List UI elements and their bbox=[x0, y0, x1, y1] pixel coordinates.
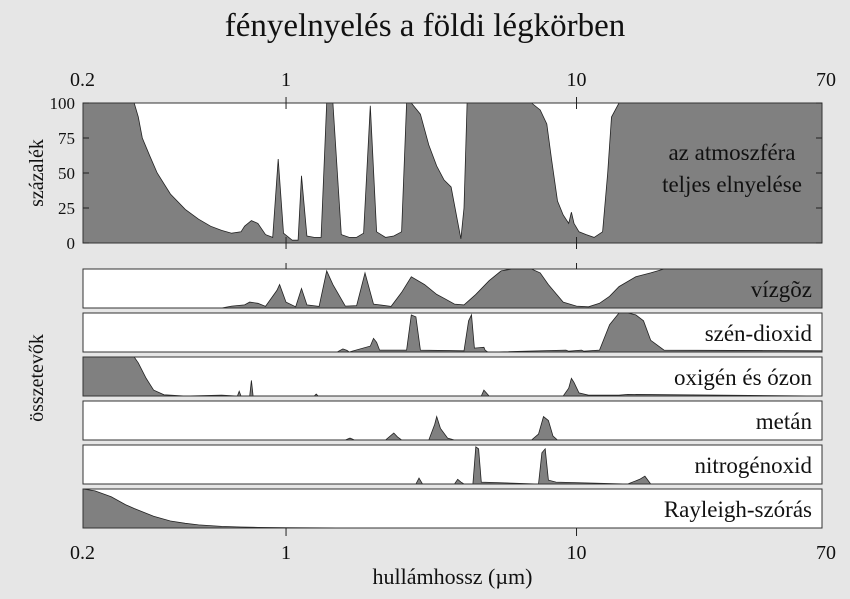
total-absorption-area bbox=[82, 102, 823, 244]
component-label: szén-dioxid bbox=[705, 321, 813, 346]
component-panel-frame bbox=[82, 444, 823, 485]
chart-title: fényelnyelés a földi légkörben bbox=[224, 8, 626, 44]
component-label: oxigén és ózon bbox=[674, 365, 812, 390]
x-tick-label-top: 70 bbox=[816, 69, 836, 91]
component-panel-frame bbox=[82, 488, 823, 529]
component-label: metán bbox=[756, 409, 813, 434]
component-label: vízgõz bbox=[751, 277, 812, 302]
y-axis-label: százalék bbox=[26, 139, 48, 207]
component-panel-bg bbox=[83, 357, 822, 396]
component-panel-frame bbox=[82, 400, 823, 441]
x-tick-label-bottom: 0.2 bbox=[70, 542, 95, 564]
x-tick-label-top: 1 bbox=[281, 69, 291, 91]
y-tick-label: 75 bbox=[58, 129, 75, 148]
top-panel-label: az atmoszféra bbox=[668, 140, 795, 165]
x-tick-label-bottom: 10 bbox=[567, 542, 587, 564]
component-panel-frame bbox=[82, 312, 823, 353]
x-tick-label-bottom: 1 bbox=[281, 542, 291, 564]
component-panel-frame bbox=[82, 356, 823, 397]
components-axis-label: összetevők bbox=[26, 334, 48, 422]
x-tick-label-bottom: 70 bbox=[816, 542, 836, 564]
component-panel-bg bbox=[83, 445, 822, 484]
component-area-0 bbox=[83, 268, 823, 309]
component-panel-frame bbox=[82, 268, 823, 309]
component-panel-bg bbox=[83, 401, 822, 440]
top-panel-label: teljes elnyelése bbox=[662, 172, 802, 197]
component-label: nitrogénoxid bbox=[694, 453, 812, 478]
y-tick-label: 0 bbox=[67, 234, 76, 253]
component-area-1 bbox=[83, 312, 823, 353]
x-tick-label-top: 10 bbox=[567, 69, 587, 91]
component-label: Rayleigh-szórás bbox=[664, 497, 812, 522]
x-axis-label: hullámhossz (µm) bbox=[373, 564, 533, 589]
y-tick-label: 50 bbox=[58, 164, 75, 183]
x-tick-label-top: 0.2 bbox=[70, 69, 95, 91]
y-tick-label: 100 bbox=[50, 94, 76, 113]
component-panel-bg bbox=[83, 489, 822, 528]
component-panel-bg bbox=[83, 313, 822, 352]
y-tick-label: 25 bbox=[58, 199, 75, 218]
